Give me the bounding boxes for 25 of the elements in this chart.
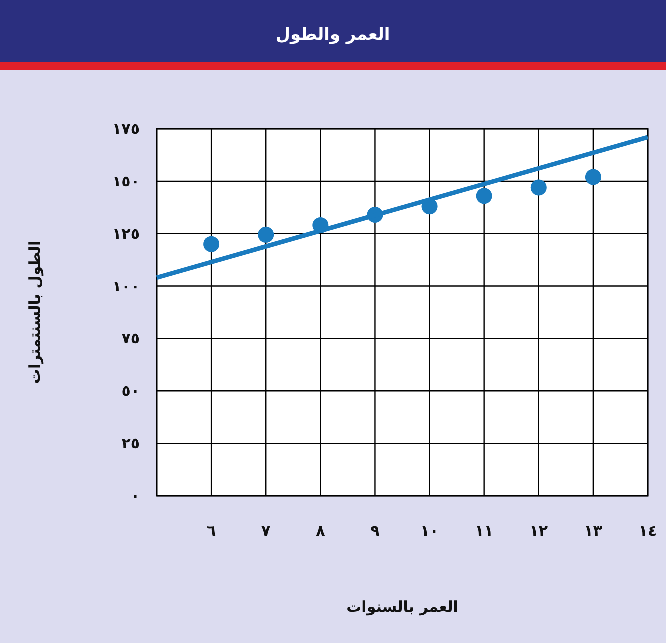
- point: [204, 236, 220, 252]
- x-tick-label: ١٢: [530, 522, 548, 540]
- y-tick-label: ٠: [130, 487, 140, 505]
- chart-title: العمر والطول: [276, 25, 390, 45]
- x-tick-label: ١٣: [584, 522, 603, 540]
- x-axis-title: العمر بالسنوات: [346, 598, 458, 616]
- y-tick-label: ١٥٠: [112, 172, 140, 190]
- point: [530, 180, 547, 196]
- y-tick-label: ١٠٠: [112, 277, 140, 296]
- point: [476, 188, 492, 204]
- y-axis-title: الطول بالسنتمترات: [26, 240, 44, 384]
- x-tick-label: ٧: [262, 522, 271, 540]
- y-tick-label: ٥٠: [122, 382, 140, 400]
- y-tick-label: ٧٥: [122, 330, 140, 348]
- x-tick-label: ٩: [370, 522, 380, 540]
- y-tick-label: ١٧٥: [112, 120, 140, 138]
- x-tick-label: ١٠: [420, 522, 439, 540]
- y-tick-label: ٢٥: [122, 434, 140, 453]
- x-tick-label: ٦: [206, 522, 216, 540]
- x-tick-label: ١١: [475, 522, 494, 540]
- point: [585, 169, 602, 186]
- x-tick-label: ١٤: [638, 522, 658, 540]
- y-tick-label: ١٢٥: [112, 224, 140, 243]
- x-tick-label: ٨: [316, 522, 326, 540]
- point: [258, 226, 274, 243]
